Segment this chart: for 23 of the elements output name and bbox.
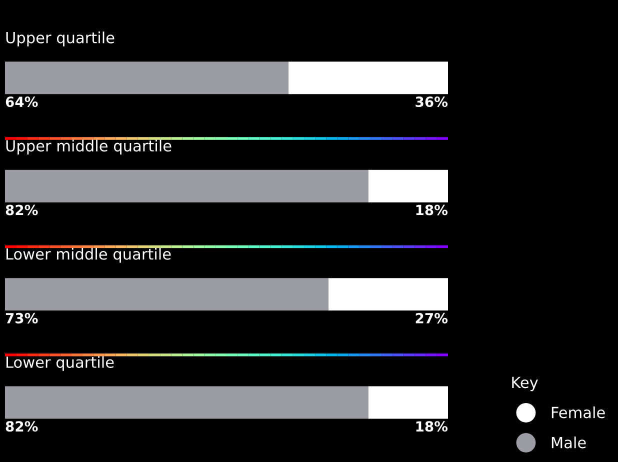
y-tick-label: Lower quartile: [6, 356, 114, 371]
y-tick-label: Upper quartile: [6, 32, 114, 46]
data-label: 82%: [6, 421, 38, 432]
bar: [5, 278, 328, 311]
data-label: 18%: [416, 204, 448, 216]
legend-label: Female: [552, 406, 605, 418]
bar: [328, 278, 448, 311]
bar: [368, 386, 448, 419]
bar: [5, 386, 368, 419]
legend-title: Key: [512, 376, 538, 392]
bar: [5, 62, 289, 94]
data-label: 82%: [6, 204, 38, 216]
data-label: 27%: [416, 312, 448, 324]
data-label: 36%: [416, 96, 448, 108]
data-label: 64%: [6, 96, 38, 108]
y-tick-label: Upper middle quartile: [6, 140, 172, 155]
data-label: 18%: [416, 421, 448, 432]
legend-label: Male: [552, 436, 586, 448]
y-tick-label: Lower middle quartile: [6, 248, 171, 263]
bar: [288, 62, 448, 94]
bar: [5, 170, 368, 202]
bar: [368, 170, 448, 202]
data-label: 73%: [6, 312, 38, 324]
